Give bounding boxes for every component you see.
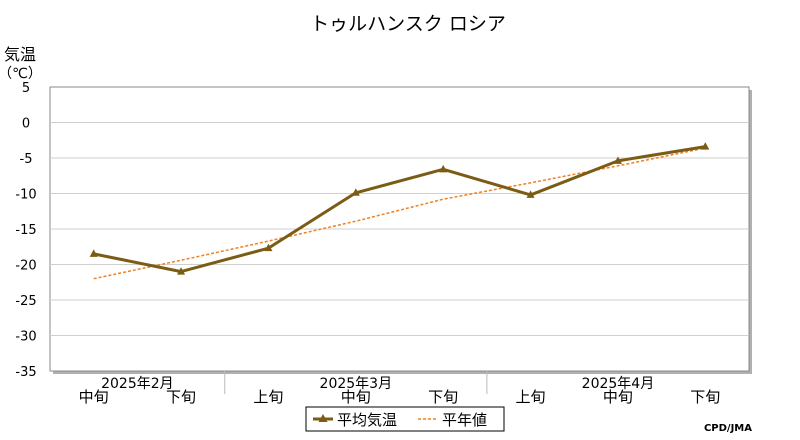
- y-axis-label: 気温: [4, 45, 36, 64]
- data-point-1-4: [439, 164, 448, 173]
- y-tick-label-4: -15: [15, 223, 36, 238]
- data-point-1-6: [613, 156, 622, 164]
- x-tick-label-7: 下旬: [690, 388, 720, 406]
- legend-label-series-2: 平年値: [442, 411, 487, 429]
- y-tick-label-1: 0: [22, 117, 30, 132]
- y-axis-unit: （℃）: [0, 66, 42, 82]
- y-tick-label-5: -20: [15, 259, 36, 274]
- x-tick-label-3: 中旬: [341, 388, 371, 406]
- legend: 平均気温 平年値: [305, 406, 505, 432]
- y-tick-label-3: -10: [15, 188, 36, 203]
- chart-title: トゥルハンスク ロシア: [310, 13, 506, 35]
- y-tick-label-8: -35: [15, 365, 36, 380]
- y-tick-label-6: -25: [15, 294, 36, 309]
- x-tick-label-2: 上旬: [253, 388, 283, 406]
- y-tick-label-2: -5: [20, 152, 33, 167]
- data-point-1-7: [701, 142, 710, 150]
- legend-marker-series-1: [318, 414, 328, 422]
- x-tick-label-6: 中旬: [603, 388, 633, 406]
- data-point-1-5: [526, 190, 535, 198]
- y-tick-labels: 5 0 -5 -10 -15 -20 -25 -30 -35: [15, 81, 36, 380]
- data-point-1-0: [89, 249, 98, 257]
- data-point-1-1: [177, 267, 186, 275]
- month-label-1: 2025年3月: [320, 376, 393, 392]
- month-label-2: 2025年4月: [582, 376, 655, 392]
- x-tick-label-5: 上旬: [516, 388, 546, 406]
- credit-label: CPD/JMA: [704, 423, 752, 434]
- x-tick-label-1: 下旬: [166, 388, 196, 406]
- y-tick-label-0: 5: [22, 81, 30, 96]
- series-line-1: [93, 145, 706, 274]
- y-tick-label-7: -30: [15, 330, 36, 345]
- grid-lines: [50, 122, 749, 336]
- legend-box: [305, 406, 505, 432]
- month-label-0: 2025年2月: [101, 376, 174, 392]
- data-point-1-2: [264, 243, 273, 252]
- series-layer: [89, 142, 710, 280]
- legend-label-series-1: 平均気温: [337, 411, 397, 429]
- data-point-1-3: [351, 188, 360, 196]
- x-tick-label-4: 下旬: [428, 388, 458, 406]
- series-line-2: [93, 147, 706, 280]
- x-tick-label-0: 中旬: [79, 388, 109, 406]
